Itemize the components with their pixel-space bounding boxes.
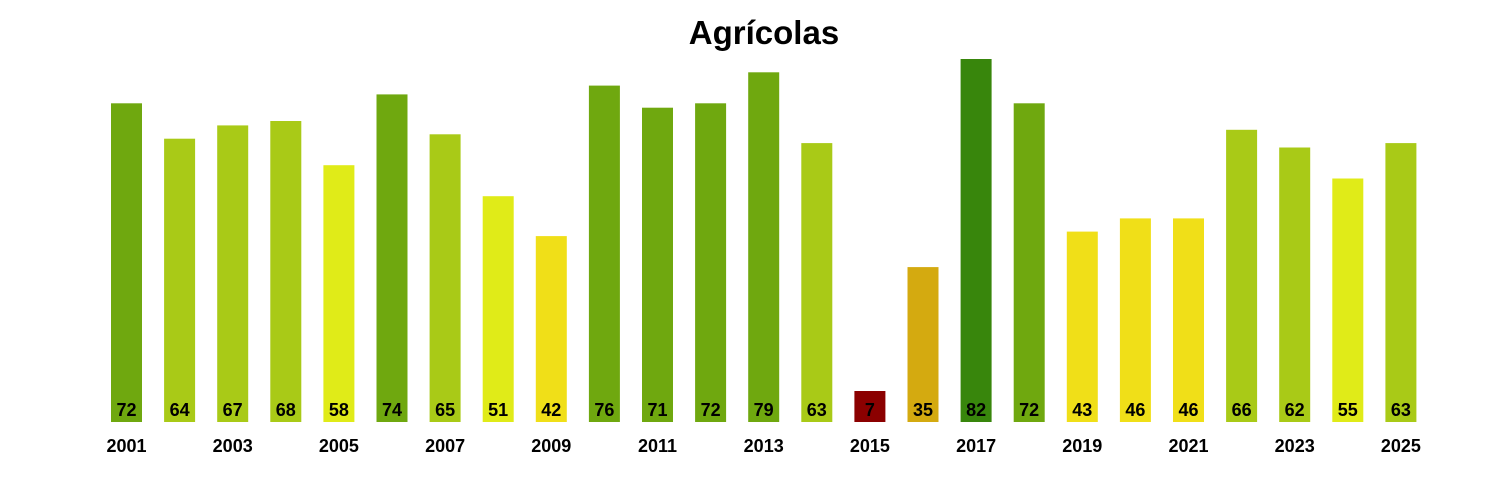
value-label-2025: 63 (1391, 400, 1411, 420)
bar-2010 (588, 85, 620, 422)
x-tick-labels-group: 2001 2003 2005 2007 2009 2011 2013 2015 2017 2019… (106, 436, 1420, 456)
x-tick-2001: 2001 (106, 436, 146, 456)
bar-2007 (429, 134, 461, 423)
x-tick-2015: 2015 (850, 436, 890, 456)
bar-2006 (376, 94, 408, 423)
bar-2009 (535, 236, 567, 422)
bar-2015 (854, 391, 886, 422)
value-label-2008: 51 (488, 400, 508, 420)
bar-2014 (801, 143, 833, 422)
x-tick-2013: 2013 (744, 436, 784, 456)
value-label-2020: 46 (1125, 400, 1145, 420)
bar-2019 (1066, 231, 1098, 422)
bar-2025 (1385, 143, 1417, 422)
value-label-2006: 74 (382, 400, 402, 420)
bar-2022 (1226, 129, 1258, 423)
value-labels-group: 72 64 67 68 58 74 65 51 42 76 71 72 79 63 7 35 82 72 43 46 4… (116, 400, 1410, 420)
bar-2016 (907, 267, 939, 422)
x-tick-2017: 2017 (956, 436, 996, 456)
x-tick-2009: 2009 (531, 436, 571, 456)
value-label-2016: 35 (913, 400, 933, 420)
x-tick-2011: 2011 (638, 436, 677, 456)
value-label-2017: 82 (966, 400, 986, 420)
x-tick-2003: 2003 (213, 436, 253, 456)
bar-2002 (164, 138, 196, 422)
bar-2004 (270, 121, 302, 422)
bar-2024 (1332, 178, 1364, 422)
value-label-2018: 72 (1019, 400, 1039, 420)
value-label-2004: 68 (276, 400, 296, 420)
bar-2005 (323, 165, 355, 422)
value-label-2009: 42 (541, 400, 561, 420)
bar-2011 (642, 107, 673, 422)
bar-2012 (695, 103, 727, 423)
value-label-2012: 72 (701, 400, 721, 420)
value-label-2019: 43 (1072, 400, 1092, 420)
value-label-2023: 62 (1285, 400, 1305, 420)
value-label-2001: 72 (116, 400, 136, 420)
bar-2001 (111, 103, 142, 423)
x-tick-2005: 2005 (319, 436, 359, 456)
value-label-2021: 46 (1178, 400, 1198, 420)
value-label-2002: 64 (170, 400, 190, 420)
value-label-2011: 71 (647, 400, 667, 420)
bar-2017 (960, 59, 992, 422)
value-label-2010: 76 (594, 400, 614, 420)
bar-2018 (1013, 103, 1045, 423)
x-tick-2021: 2021 (1168, 436, 1208, 456)
bar-2008 (482, 196, 514, 422)
bar-2023 (1279, 147, 1311, 422)
chart-title: Agrícolas (689, 14, 839, 51)
bars-group (111, 59, 1417, 423)
x-tick-2025: 2025 (1381, 436, 1421, 456)
bar-2021 (1173, 218, 1204, 422)
bar-2013 (748, 72, 780, 423)
x-tick-2023: 2023 (1275, 436, 1315, 456)
value-label-2014: 63 (807, 400, 827, 420)
x-tick-2007: 2007 (425, 436, 465, 456)
value-label-2007: 65 (435, 400, 455, 420)
x-tick-2019: 2019 (1062, 436, 1102, 456)
value-label-2013: 79 (754, 400, 774, 420)
value-label-2005: 58 (329, 400, 349, 420)
value-label-2024: 55 (1338, 400, 1358, 420)
value-label-2022: 66 (1232, 400, 1252, 420)
bar-2003 (217, 125, 249, 423)
value-label-2003: 67 (223, 400, 243, 420)
value-label-2015: 7 (865, 400, 875, 420)
bar-2020 (1119, 218, 1151, 422)
